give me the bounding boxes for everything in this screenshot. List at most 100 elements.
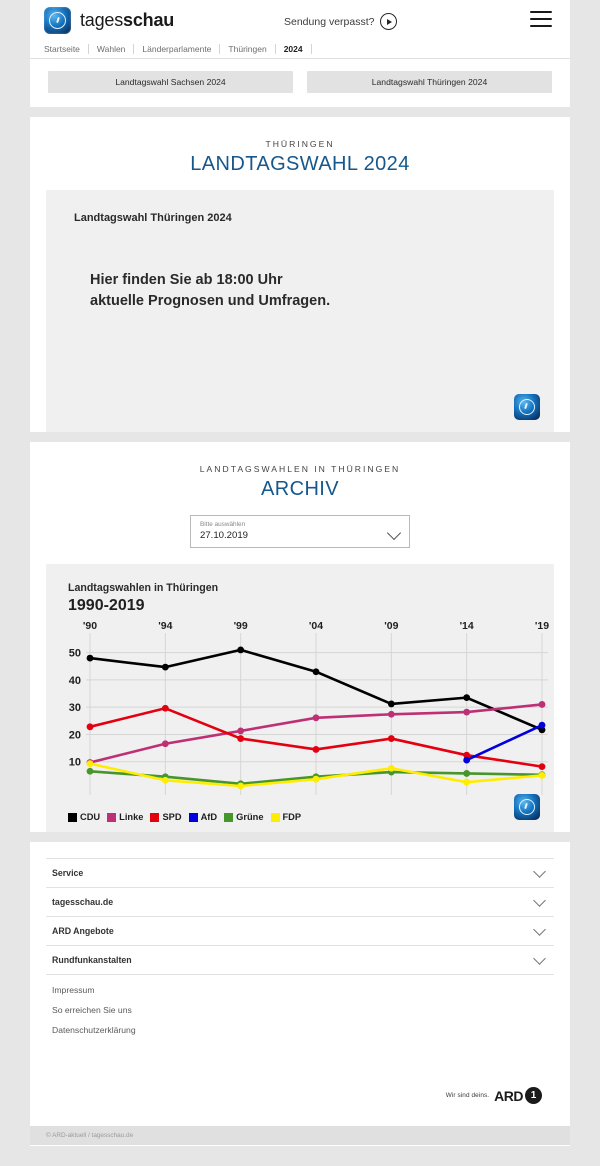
ard-one-icon: 1 <box>525 1087 542 1105</box>
chart-card: Landtagswahlen in Thüringen 1990-2019 10… <box>46 564 554 833</box>
legend-swatch-fdp <box>270 812 280 822</box>
archive-select-placeholder: Bitte auswählen <box>200 521 246 529</box>
play-circle-icon[interactable] <box>380 13 398 30</box>
chevron-down-icon[interactable] <box>533 922 546 936</box>
data-point-linke <box>312 714 320 722</box>
chart-subtitle: 1990-2019 <box>68 597 145 615</box>
sendung-label: Sendung verpasst? <box>284 15 375 28</box>
data-point-fdp <box>86 760 94 768</box>
chevron-down-icon[interactable] <box>533 893 546 907</box>
wordmark-light: tages <box>80 9 124 30</box>
data-point-cdu <box>237 646 245 654</box>
archive-heading: LANDTAGSWAHLEN IN THÜRINGEN ARCHIV <box>30 442 570 515</box>
sendung-verpasst-link[interactable]: Sendung verpasst? <box>284 13 398 30</box>
footer-accordion-service[interactable]: Service <box>46 858 554 889</box>
legend-item-grüne: Grüne <box>224 812 264 823</box>
chevron-down-icon[interactable] <box>533 864 546 878</box>
footer-accordion-label: Rundfunkanstalten <box>52 955 132 966</box>
legend-label: Linke <box>119 812 144 823</box>
legend-swatch-grüne <box>224 812 234 822</box>
y-axis-tick-label: 10 <box>69 757 81 769</box>
chart-plot-area: 10 20 30 40 50 '90 '94 '99 '04 '09 '14 '19 <box>46 615 554 808</box>
footer-accordion-ard-angebote[interactable]: ARD Angebote <box>46 917 554 947</box>
data-point-spd <box>312 746 320 753</box>
legend-swatch-spd <box>150 812 160 822</box>
data-point-fdp <box>387 764 395 772</box>
data-point-spd <box>161 704 169 712</box>
breadcrumb-item-2024[interactable]: 2024 <box>276 44 312 54</box>
chevron-down-icon[interactable] <box>533 951 546 965</box>
legend-swatch-linke <box>107 812 117 822</box>
section-divider-3 <box>0 832 600 843</box>
hero-card-message: Hier finden Sie ab 18:00 Uhr aktuelle Pr… <box>46 224 554 312</box>
site-wordmark[interactable]: tagesschau <box>80 10 174 31</box>
ard-logo: Wir sind deins. ARD 1 <box>46 1035 554 1126</box>
data-point-linke <box>538 701 546 708</box>
archive-select-value: 27.10.2019 <box>200 530 249 542</box>
site-header: tagesschau Sendung verpasst? <box>30 0 570 40</box>
hero-kicker: THÜRINGEN <box>265 139 335 149</box>
data-point-fdp <box>463 778 471 786</box>
breadcrumb: Startseite Wahlen Länderparlamente Thüri… <box>30 40 570 59</box>
data-point-spd <box>538 763 546 771</box>
legend-label: AfD <box>200 812 218 823</box>
data-point-spd <box>237 735 245 742</box>
hero-title: LANDTAGSWAHL 2024 <box>190 153 410 175</box>
tab-landtagswahl-sachsen-2024[interactable]: Landtagswahl Sachsen 2024 <box>48 71 293 93</box>
x-axis-tick-label: '19 <box>535 621 549 632</box>
data-point-linke <box>237 727 245 735</box>
breadcrumb-item-wahlen[interactable]: Wahlen <box>89 44 135 54</box>
footer-accordion-label: tagesschau.de <box>52 897 114 908</box>
footer-accordion-rundfunkanstalten[interactable]: Rundfunkanstalten <box>46 946 554 976</box>
tab-landtagswahl-thueringen-2024[interactable]: Landtagswahl Thüringen 2024 <box>307 71 552 93</box>
data-point-spd <box>387 735 395 742</box>
hero-heading: THÜRINGEN LANDTAGSWAHL 2024 <box>30 117 570 190</box>
breadcrumb-item-thueringen[interactable]: Thüringen <box>220 44 276 54</box>
legend-item-afd: AfD <box>188 812 218 823</box>
hero-message-line1: Hier finden Sie ab 18:00 Uhr <box>90 272 283 288</box>
hero-message-line2: aktuelle Prognosen und Umfragen. <box>90 293 331 310</box>
y-axis-tick-label: 30 <box>69 702 81 714</box>
legend-label: SPD <box>162 812 182 823</box>
x-axis-tick-label: '14 <box>460 621 474 632</box>
archive-title: ARCHIV <box>261 478 339 501</box>
data-point-cdu <box>463 694 471 702</box>
tagesschau-badge-icon <box>514 394 540 421</box>
wordmark-bold: schau <box>123 9 175 30</box>
legend-item-fdp: FDP <box>270 812 301 822</box>
y-axis-tick-label: 20 <box>69 729 81 741</box>
hamburger-menu-icon[interactable] <box>530 11 552 27</box>
data-point-linke <box>387 710 395 718</box>
data-point-spd <box>463 751 471 759</box>
x-axis-tick-label: '04 <box>309 621 323 632</box>
x-axis-tick-label: '99 <box>234 621 248 632</box>
breadcrumb-item-laenderparlamente[interactable]: Länderparlamente <box>134 44 221 54</box>
legend-item-spd: SPD <box>150 812 182 823</box>
data-point-fdp <box>161 776 169 784</box>
tagesschau-logo-icon[interactable] <box>44 6 71 34</box>
footer-link-impressum[interactable]: Impressum <box>52 985 95 996</box>
footer-accordion-tagesschau-de[interactable]: tagesschau.de <box>46 888 554 918</box>
data-point-grüne <box>86 767 94 775</box>
legend-item-linke: Linke <box>107 812 143 822</box>
data-point-spd <box>86 723 94 731</box>
ard-claim-text: Wir sind deins. <box>445 1092 490 1100</box>
hero-card-label: Landtagswahl Thüringen 2024 <box>74 212 232 224</box>
breadcrumb-item-startseite[interactable]: Startseite <box>44 44 89 54</box>
hero-card: Landtagswahl Thüringen 2024 Hier finden … <box>46 190 554 433</box>
section-divider-1 <box>0 107 600 117</box>
footer-accordion-label: Service <box>52 868 84 879</box>
election-tabs: Landtagswahl Sachsen 2024 Landtagswahl T… <box>30 59 570 107</box>
archive-date-select[interactable]: Bitte auswählen 27.10.2019 <box>190 515 410 549</box>
section-divider-2 <box>0 432 600 443</box>
data-point-fdp <box>312 775 320 783</box>
site-footer: Service tagesschau.de ARD Angebote Rundf… <box>30 842 570 1127</box>
data-point-linke <box>161 740 169 748</box>
legend-label: CDU <box>80 812 101 823</box>
legend-item-cdu: CDU <box>68 812 100 822</box>
footer-link-datenschutzerklaerung[interactable]: Datenschutzerklärung <box>52 1025 136 1036</box>
footer-link-so-erreichen-sie-uns[interactable]: So erreichen Sie uns <box>52 1005 132 1016</box>
legend-label: Grüne <box>236 812 264 823</box>
